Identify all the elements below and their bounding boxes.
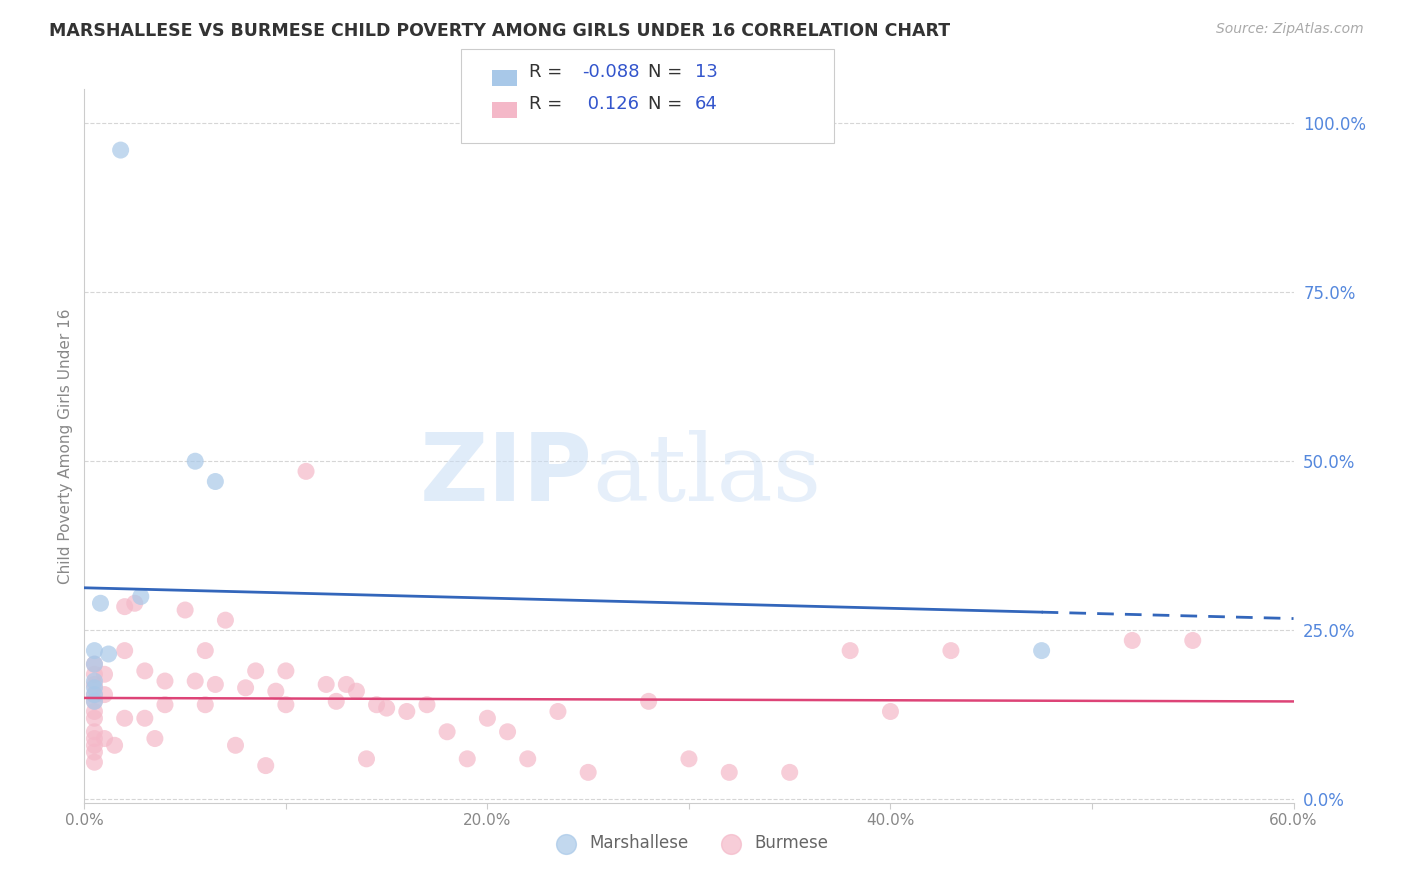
Point <box>779 765 801 780</box>
Point <box>83 711 105 725</box>
Point <box>153 698 176 712</box>
Point <box>1181 633 1204 648</box>
Text: 64: 64 <box>695 95 717 113</box>
Point <box>204 677 226 691</box>
Point <box>395 705 418 719</box>
Point <box>264 684 287 698</box>
Point <box>83 681 105 695</box>
Point <box>245 664 267 678</box>
Point <box>174 603 197 617</box>
Point <box>124 596 146 610</box>
Point <box>93 667 115 681</box>
Point <box>295 464 318 478</box>
Point <box>274 698 297 712</box>
Point <box>1121 633 1143 648</box>
Point <box>547 705 569 719</box>
Point <box>97 647 120 661</box>
Point <box>356 752 378 766</box>
Point <box>129 590 152 604</box>
Legend: Marshallese, Burmese: Marshallese, Burmese <box>543 828 835 859</box>
Point <box>83 745 105 759</box>
Point <box>194 698 217 712</box>
Point <box>184 454 207 468</box>
Text: 0.126: 0.126 <box>582 95 640 113</box>
Point <box>83 657 105 672</box>
Point <box>315 677 337 691</box>
Point <box>83 688 105 702</box>
Point <box>1031 643 1053 657</box>
Point <box>939 643 962 657</box>
Point <box>366 698 388 712</box>
Text: MARSHALLESE VS BURMESE CHILD POVERTY AMONG GIRLS UNDER 16 CORRELATION CHART: MARSHALLESE VS BURMESE CHILD POVERTY AMO… <box>49 22 950 40</box>
Point <box>879 705 901 719</box>
Point <box>496 724 519 739</box>
Point <box>83 674 105 689</box>
Text: N =: N = <box>648 63 688 81</box>
Point <box>83 657 105 672</box>
Point <box>839 643 862 657</box>
Point <box>477 711 499 725</box>
Point <box>110 143 132 157</box>
Point <box>114 599 136 614</box>
Point <box>114 643 136 657</box>
Point <box>235 681 257 695</box>
Point <box>456 752 478 766</box>
Text: atlas: atlas <box>592 430 821 519</box>
Point <box>83 731 105 746</box>
Point <box>225 739 247 753</box>
Text: N =: N = <box>648 95 688 113</box>
Point <box>576 765 599 780</box>
Point <box>89 596 111 610</box>
Point <box>194 643 217 657</box>
Point <box>134 664 156 678</box>
Point <box>83 688 105 702</box>
Point <box>134 711 156 725</box>
Text: R =: R = <box>529 63 568 81</box>
Point <box>93 688 115 702</box>
Point <box>346 684 368 698</box>
Point <box>83 677 105 691</box>
Text: ZIP: ZIP <box>419 428 592 521</box>
Point <box>274 664 297 678</box>
Text: 13: 13 <box>695 63 717 81</box>
Point <box>104 739 127 753</box>
Point <box>516 752 538 766</box>
Point <box>436 724 458 739</box>
Point <box>375 701 398 715</box>
Point <box>204 475 226 489</box>
Point <box>254 758 277 772</box>
Point <box>325 694 347 708</box>
Y-axis label: Child Poverty Among Girls Under 16: Child Poverty Among Girls Under 16 <box>58 309 73 583</box>
Point <box>83 694 105 708</box>
Point <box>114 711 136 725</box>
Point <box>83 667 105 681</box>
Point <box>416 698 439 712</box>
Text: Source: ZipAtlas.com: Source: ZipAtlas.com <box>1216 22 1364 37</box>
Point <box>83 756 105 770</box>
Point <box>83 643 105 657</box>
Text: -0.088: -0.088 <box>582 63 640 81</box>
Point <box>83 739 105 753</box>
Point <box>83 724 105 739</box>
Point <box>93 731 115 746</box>
Point <box>143 731 166 746</box>
Text: R =: R = <box>529 95 568 113</box>
Point <box>678 752 700 766</box>
Point <box>637 694 659 708</box>
Point <box>83 705 105 719</box>
Point <box>153 674 176 689</box>
Point <box>214 613 236 627</box>
Point <box>718 765 741 780</box>
Point <box>184 674 207 689</box>
Point <box>335 677 357 691</box>
Point <box>83 694 105 708</box>
